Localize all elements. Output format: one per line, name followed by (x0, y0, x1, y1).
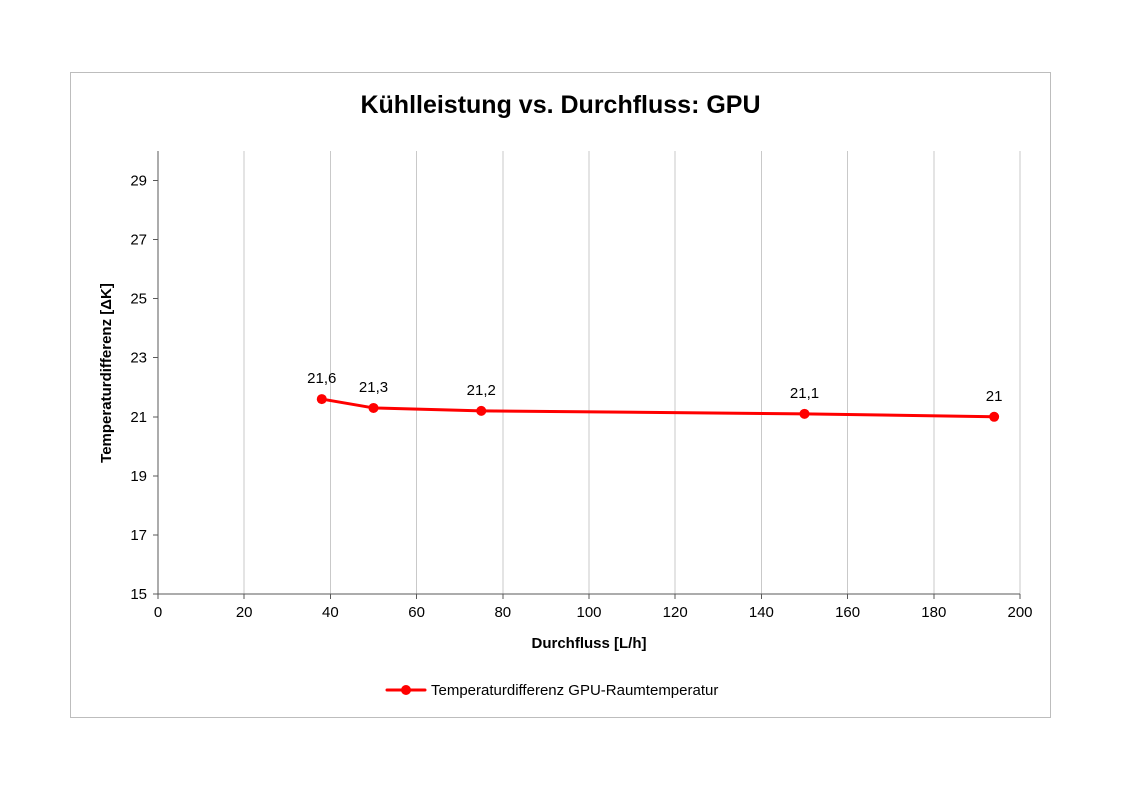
data-point-label: 21,3 (359, 379, 388, 396)
data-point (316, 394, 327, 405)
y-tick-label: 29 (130, 173, 147, 190)
legend-point-marker (401, 685, 411, 695)
chart-container: Kühlleistung vs. Durchfluss: GPU 0 20 40 60… (70, 72, 1051, 718)
x-tick-label: 60 (408, 604, 425, 621)
x-tick-label: 180 (921, 604, 946, 621)
data-point-label: 21 (986, 388, 1003, 405)
y-tick-label: 25 (130, 291, 147, 308)
y-axis-title: Temperaturdifferenz [ΔK] (98, 283, 115, 463)
x-tick-label: 200 (1007, 604, 1032, 621)
plot-generated: 0 20 40 60 80 100 120 140 160 180 200 15 17 19 21 23 25 2… (130, 151, 1033, 621)
legend-label: Temperaturdifferenz GPU-Raumtemperatur (431, 682, 718, 699)
x-tick-label: 40 (322, 604, 339, 621)
chart-title: Kühlleistung vs. Durchfluss: GPU (360, 91, 761, 119)
data-point-label: 21,6 (307, 370, 336, 387)
y-tick-label: 23 (130, 350, 147, 367)
y-tick-label: 17 (130, 527, 147, 544)
x-tick-label: 80 (494, 604, 511, 621)
data-point (476, 405, 487, 416)
y-tick-label: 15 (130, 586, 147, 603)
y-tick-label: 21 (130, 409, 147, 426)
y-tick-label: 19 (130, 468, 147, 485)
x-tick-label: 0 (154, 604, 162, 621)
series-line (320, 397, 996, 419)
data-point (368, 402, 379, 413)
x-tick-label: 120 (663, 604, 688, 621)
x-tick-label: 20 (236, 604, 253, 621)
x-tick-label: 160 (835, 604, 860, 621)
data-point (799, 408, 810, 419)
data-point-label: 21,2 (467, 382, 496, 399)
data-point-label: 21,1 (790, 385, 819, 402)
x-tick-label: 100 (576, 604, 601, 621)
y-tick-label: 27 (130, 232, 147, 249)
x-axis-title: Durchfluss [L/h] (532, 635, 647, 652)
plot-area: 0 20 40 60 80 100 120 140 160 180 200 15 17 19 21 23 25 2… (98, 151, 1033, 699)
x-tick-label: 140 (749, 604, 774, 621)
data-point (989, 411, 1000, 422)
legend: Temperaturdifferenz GPU-Raumtemperatur (385, 682, 718, 699)
